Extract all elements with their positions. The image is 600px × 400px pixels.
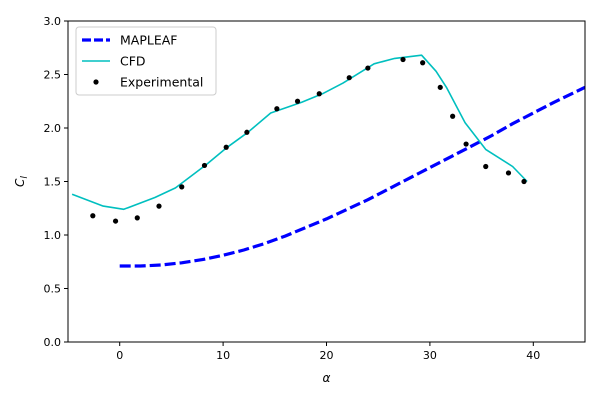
experimental-point: [400, 56, 406, 63]
y-axis-label-main: C: [13, 178, 27, 187]
legend-mapleaf-label: MAPLEAF: [120, 33, 177, 48]
y-tick-label: 1.0: [44, 229, 62, 242]
experimental-point: [420, 60, 426, 66]
experimental-point: [90, 213, 96, 219]
experimental-point: [521, 178, 527, 185]
x-tick-label: 10: [216, 349, 230, 362]
x-tick-label: 30: [423, 349, 437, 362]
x-axis-label: α: [323, 371, 331, 385]
x-tick-label: 20: [320, 349, 334, 362]
experimental-point: [450, 113, 456, 119]
ticks-layer: 0 10 20 30 40 0.0 0.5 1.0 1.5 2.0 2.5 3.0: [44, 15, 541, 362]
experimental-point: [274, 106, 280, 112]
legend-cfd-label: CFD: [120, 54, 146, 69]
experimental-point: [134, 215, 140, 221]
experimental-point: [463, 141, 469, 147]
legend-box: [75, 26, 217, 96]
experimental-point: [179, 184, 185, 190]
cfd-line: [71, 54, 528, 211]
experimental-point: [365, 65, 371, 71]
experimental-point: [244, 129, 250, 135]
experimental-point: [483, 163, 489, 170]
y-tick-label: 2.5: [44, 69, 62, 82]
experimental-point: [505, 170, 512, 176]
series-layer: [71, 54, 585, 268]
y-axis-label-subscript: l: [20, 176, 30, 179]
experimental-point: [201, 162, 208, 169]
legend-experimental-label: Experimental: [120, 75, 203, 90]
y-axis-label: Cl: [13, 176, 30, 187]
experimental-point: [437, 84, 443, 90]
legend: MAPLEAF CFD Experimental: [75, 26, 217, 96]
y-tick-label: 0.5: [44, 283, 62, 296]
y-tick-label: 0.0: [44, 336, 62, 349]
experimental-point: [346, 75, 352, 81]
experimental-point: [223, 144, 229, 150]
experimental-point: [294, 98, 301, 104]
x-tick-label: 0: [116, 349, 123, 362]
y-tick-label: 3.0: [44, 15, 62, 28]
y-tick-label: 2.0: [44, 122, 62, 135]
experimental-point: [112, 218, 119, 224]
experimental-point: [316, 91, 322, 97]
y-tick-label: 1.5: [44, 176, 62, 189]
x-tick-label: 40: [526, 349, 540, 362]
legend-experimental-swatch: [93, 79, 99, 85]
experimental-point: [156, 203, 162, 209]
mapleaf-line: [119, 85, 585, 268]
